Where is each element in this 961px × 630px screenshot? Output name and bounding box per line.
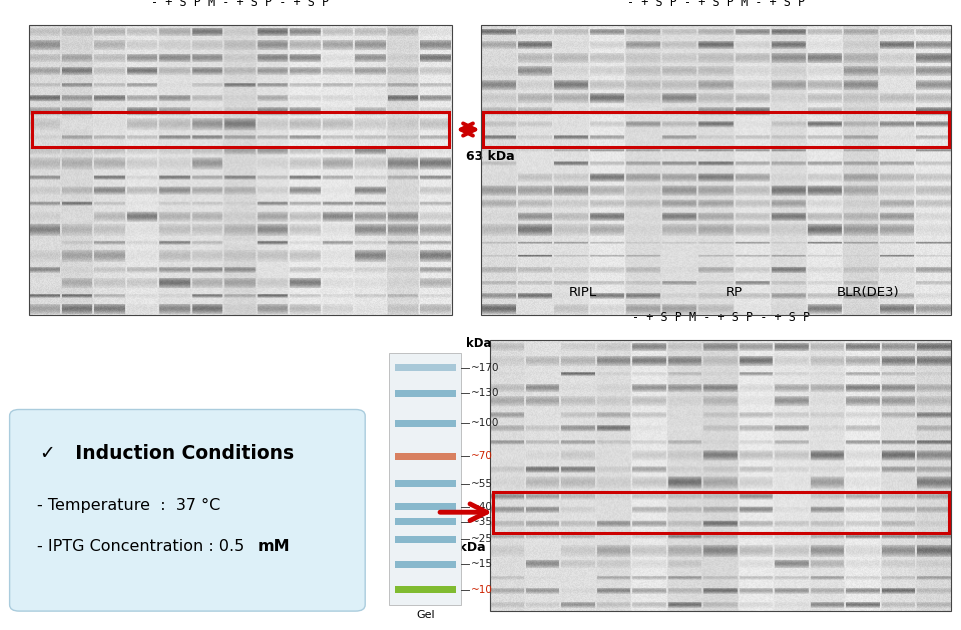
Bar [395, 586, 456, 593]
Text: RP: RP [726, 286, 743, 299]
Bar [395, 480, 456, 488]
Bar [395, 518, 456, 525]
Bar [493, 492, 949, 532]
Text: mM: mM [258, 539, 290, 554]
Text: ~15: ~15 [471, 559, 493, 570]
Text: ~55: ~55 [471, 479, 493, 489]
Bar [395, 536, 456, 543]
Bar [29, 25, 452, 315]
Bar [395, 561, 456, 568]
Text: - IPTG Concentration : 0.5: - IPTG Concentration : 0.5 [37, 539, 249, 554]
Text: kDa: kDa [466, 336, 492, 350]
Text: ~170: ~170 [471, 363, 500, 373]
Bar [395, 389, 456, 397]
Bar [395, 452, 456, 460]
Text: ~100: ~100 [471, 418, 500, 428]
Text: ✓   Induction Conditions: ✓ Induction Conditions [40, 444, 294, 463]
Text: - + S P - + S P M - + S P: - + S P - + S P M - + S P [627, 0, 805, 9]
Bar [480, 25, 951, 315]
Text: ~40: ~40 [471, 501, 493, 512]
Text: ~10: ~10 [471, 585, 493, 595]
Bar [395, 503, 456, 510]
Text: ~70: ~70 [471, 451, 493, 461]
Bar [483, 112, 949, 147]
Bar [389, 353, 461, 605]
Text: 63 kDa: 63 kDa [466, 151, 515, 163]
Bar [395, 364, 456, 372]
Text: BLR(DE3): BLR(DE3) [837, 286, 899, 299]
Bar [490, 340, 951, 611]
Text: ~130: ~130 [471, 388, 500, 398]
Text: RIPL: RIPL [568, 286, 597, 299]
Bar [32, 112, 449, 147]
Text: - + S P M - + S P - + S P: - + S P M - + S P - + S P [631, 311, 810, 324]
Text: Gel: Gel [416, 610, 434, 620]
Text: ~25: ~25 [471, 534, 493, 544]
Text: - + S P M - + S P - + S P: - + S P M - + S P - + S P [151, 0, 330, 9]
FancyBboxPatch shape [10, 410, 365, 611]
Text: - Temperature  :  37 °C: - Temperature : 37 °C [37, 498, 220, 513]
Text: ~35: ~35 [471, 517, 493, 527]
Bar [395, 420, 456, 427]
Text: 63 kDa: 63 kDa [437, 541, 486, 554]
